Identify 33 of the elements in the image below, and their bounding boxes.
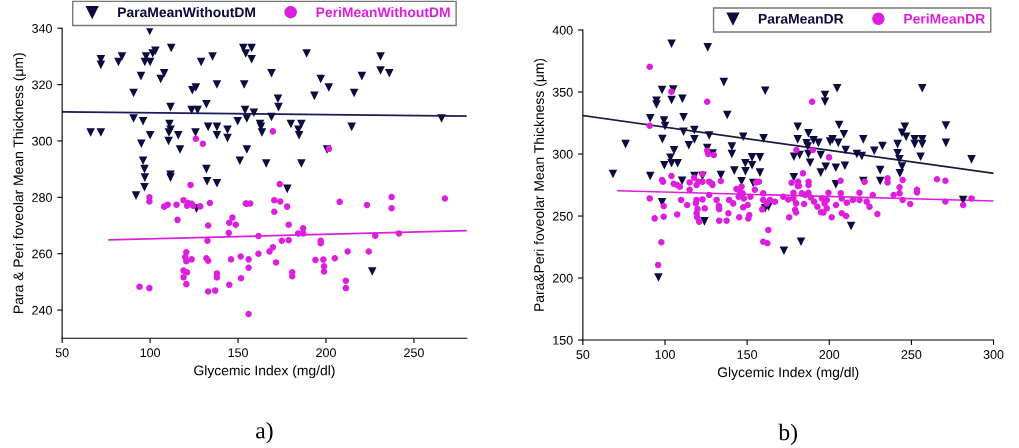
y-tick-label: 250	[552, 211, 573, 221]
y-tick-label: 280	[32, 193, 52, 202]
x-tick-label: 250	[404, 348, 424, 358]
y-tick-label: 260	[32, 249, 52, 259]
x-tick-label: 50	[576, 350, 590, 359]
x-axis-title: Glycemic Index (mg/dl)	[717, 366, 859, 380]
legend-label: ParaMeanWithoutDM	[118, 6, 256, 18]
y-tick-label: 300	[32, 136, 52, 146]
x-tick-label: 200	[819, 350, 840, 359]
y-tick-label: 320	[32, 80, 52, 90]
x-tick-label: 150	[737, 350, 758, 359]
y-tick-label: 350	[552, 87, 573, 97]
legend-label: PeriMeanWithoutDM	[316, 6, 450, 18]
x-tick-label: 50	[55, 348, 69, 358]
legend-label: PeriMeanDR	[904, 13, 985, 24]
text: a)	[256, 421, 273, 444]
x-tick-label: 200	[316, 348, 336, 358]
x-axis-title: Glycemic Index (mg/dl)	[194, 365, 335, 379]
y-tick-label: 300	[552, 149, 573, 159]
y-tick-label: 150	[553, 335, 573, 345]
y-tick-label: 240	[32, 305, 52, 315]
text: b)	[778, 423, 797, 446]
y-axis-title: Para&Peri foveolar Mean Thickness (μm)	[533, 58, 547, 311]
y-axis-title: Para & Peri foveolar Mean Thickness (μm)	[13, 53, 27, 313]
legend-label: ParaMeanDR	[758, 14, 844, 24]
x-tick-label: 100	[655, 350, 675, 359]
y-tick-label: 340	[32, 24, 52, 33]
x-tick-label: 150	[228, 348, 248, 358]
y-tick-label: 400	[552, 25, 573, 35]
x-tick-label: 250	[901, 350, 922, 359]
y-tick-label: 200	[552, 273, 573, 283]
x-tick-label: 300	[983, 350, 1004, 359]
x-tick-label: 100	[140, 348, 161, 358]
